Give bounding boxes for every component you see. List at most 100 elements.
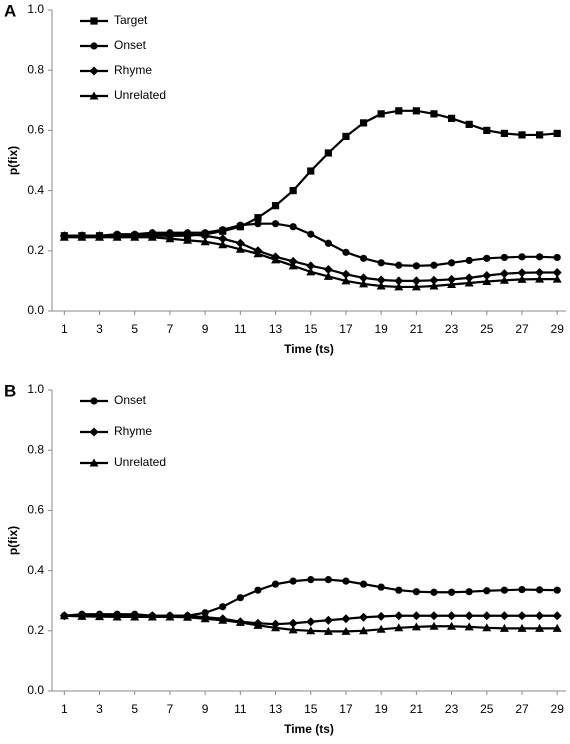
marker [235,617,245,626]
x-tick-label: 29 [551,702,565,716]
panel-label: A [4,1,16,20]
series-line [64,222,558,267]
marker [429,281,439,290]
marker [130,232,140,241]
marker [219,603,227,611]
marker [465,120,473,128]
marker [307,167,315,175]
marker [254,220,262,228]
legend-marker [89,66,99,76]
x-tick-label: 1 [61,322,68,336]
x-tick-label: 11 [234,702,247,716]
x-axis-title: Time (ts) [284,722,334,736]
marker [200,614,210,623]
x-tick-label: 3 [96,702,103,716]
marker [535,274,545,283]
marker [447,274,457,284]
marker [95,612,105,621]
marker [518,253,526,261]
marker [499,611,509,621]
y-tick-label: 0.0 [27,683,44,697]
marker [499,269,509,279]
marker [165,612,175,621]
x-tick-label: 13 [269,702,283,716]
marker [130,612,140,621]
panel-label: B [4,381,16,400]
marker [517,623,527,632]
legend-marker [90,42,98,50]
marker [482,277,492,286]
marker [253,249,263,258]
y-tick-label: 0.6 [27,503,44,517]
marker [271,255,281,264]
marker [552,274,562,283]
marker [307,230,315,238]
marker [77,611,87,620]
marker [464,622,474,631]
marker [412,262,420,270]
x-tick-label: 7 [167,322,174,336]
y-tick-label: 0.2 [27,243,44,257]
legend-label: Target [114,13,148,27]
marker [95,232,105,241]
marker [359,580,368,588]
marker [254,214,262,222]
marker [254,586,262,594]
legend-label: Rhyme [114,63,152,77]
marker [395,586,403,594]
series-line [64,578,558,617]
marker [429,275,439,285]
marker [324,149,332,157]
marker [236,594,244,602]
marker [183,229,193,239]
marker [289,187,297,195]
marker [359,279,369,288]
marker [306,617,316,627]
marker [411,282,421,291]
marker [289,577,297,585]
marker [165,229,175,239]
marker [377,259,385,267]
marker [253,620,263,629]
marker [447,280,457,289]
marker [430,110,438,118]
y-tick-label: 0.4 [27,563,44,577]
legend-marker [89,91,99,100]
marker [112,612,122,621]
marker [183,612,193,621]
marker [376,624,386,633]
x-tick-label: 9 [202,322,209,336]
marker [447,259,456,267]
legend-label: Rhyme [114,424,152,438]
marker [271,202,280,210]
marker [200,231,210,241]
marker [376,281,386,290]
marker [517,274,527,283]
marker [323,271,333,280]
marker [394,282,404,291]
marker [412,588,420,596]
x-axis-title: Time (ts) [284,342,334,356]
y-tick-label: 0.8 [27,442,44,456]
marker [465,256,473,265]
marker [235,244,245,253]
marker [342,132,350,141]
marker [483,587,491,595]
marker [288,261,298,270]
marker [535,586,544,594]
marker [289,223,297,231]
marker [359,612,369,622]
marker [500,129,508,138]
marker [271,580,280,588]
legend-marker [89,458,99,467]
marker [535,611,545,621]
marker [552,611,562,621]
marker [447,621,457,630]
marker [535,131,544,139]
legend-marker [89,427,99,437]
marker [535,253,544,261]
x-tick-label: 11 [234,322,247,336]
marker [306,626,316,635]
marker [464,278,474,287]
